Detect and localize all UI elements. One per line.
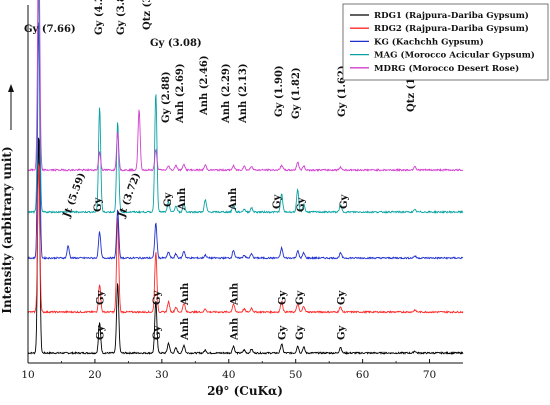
x-tick-label: 50 bbox=[289, 369, 302, 381]
peak-label: Gy bbox=[93, 196, 104, 212]
peak-label: Gy bbox=[278, 324, 289, 340]
x-tick-label: 60 bbox=[356, 369, 369, 381]
x-tick-label: 30 bbox=[155, 369, 168, 381]
peak-label: Gy bbox=[339, 193, 350, 209]
series-line-3 bbox=[27, 22, 464, 260]
series-line-5 bbox=[27, 0, 463, 173]
y-axis-title: Intensity (arbitrary unit) bbox=[0, 146, 14, 313]
peak-label: Anh bbox=[229, 317, 240, 341]
peak-label: Anh (2.29) bbox=[221, 63, 232, 124]
peak-label: Anh bbox=[177, 187, 188, 211]
peak-label: Gy (1.82) bbox=[291, 67, 302, 119]
legend-box bbox=[342, 3, 549, 81]
peak-label: Gy bbox=[296, 196, 307, 212]
peak-label: Anh (2.46) bbox=[199, 55, 210, 116]
peak-label: Gy (2.88) bbox=[161, 71, 172, 123]
peak-label: Gy bbox=[337, 289, 348, 305]
peak-label: Anh (2.13) bbox=[238, 63, 249, 124]
peak-label: Gy (3.08) bbox=[150, 38, 202, 49]
peak-label: Anh bbox=[228, 187, 239, 211]
series-line-2 bbox=[27, 164, 464, 315]
series-line-4 bbox=[27, 0, 464, 215]
peak-label: Gy (1.90) bbox=[274, 65, 285, 117]
legend-items: RDG1 (Rajpura-Dariba Gypsum) RDG2 (Rajpur… bbox=[350, 10, 535, 74]
peak-label: Anh bbox=[180, 282, 191, 306]
legend-label: MAG (Morocco Acicular Gypsum) bbox=[374, 50, 535, 61]
peak-label: Gy bbox=[152, 324, 163, 340]
peak-label: Gy bbox=[295, 324, 306, 340]
peak-label: Gy bbox=[163, 191, 174, 207]
peak-label: Gy (4.27) bbox=[94, 0, 105, 35]
legend-label: KG (Kachchh Gypsum) bbox=[374, 36, 484, 47]
x-axis-title: 2θ° (CuKα) bbox=[207, 384, 283, 398]
peak-label: Gy bbox=[337, 324, 348, 340]
peak-label: Gy (7.66) bbox=[24, 24, 76, 35]
peak-label: Gy bbox=[272, 193, 283, 209]
series-layer bbox=[27, 0, 464, 355]
x-tick-label: 10 bbox=[21, 369, 34, 381]
peak-label: Gy (1.62) bbox=[337, 65, 348, 117]
peak-label: Anh bbox=[180, 317, 191, 341]
x-ticks: 10 20 30 40 50 60 70 bbox=[21, 359, 436, 381]
peak-label: Gy bbox=[278, 289, 289, 305]
peak-label: Qtz (1.38) bbox=[406, 56, 417, 112]
x-tick-label: 40 bbox=[222, 369, 235, 381]
legend-label: RDG1 (Rajpura-Dariba Gypsum) bbox=[374, 10, 529, 21]
peak-label: Gy (3.82) bbox=[116, 0, 127, 35]
legend: RDG1 (Rajpura-Dariba Gypsum) RDG2 (Rajpur… bbox=[342, 3, 549, 81]
x-tick-label: 20 bbox=[88, 369, 101, 381]
peak-label: Gy bbox=[96, 324, 107, 340]
peak-label: Gy bbox=[96, 289, 107, 305]
legend-label: RDG2 (Rajpura-Dariba Gypsum) bbox=[374, 23, 529, 34]
peak-label: Anh (2.69) bbox=[175, 63, 186, 124]
y-axis-arrow bbox=[8, 84, 14, 130]
peak-label: Anh bbox=[229, 282, 240, 306]
peak-label: Qtz (3.36) bbox=[142, 0, 153, 30]
peak-label: Gy bbox=[295, 289, 306, 305]
x-tick-label: 70 bbox=[423, 369, 436, 381]
series-line-1 bbox=[27, 137, 464, 355]
peak-label: Gy bbox=[152, 289, 163, 305]
legend-label: MDRG (Morocco Desert Rose) bbox=[374, 63, 519, 74]
